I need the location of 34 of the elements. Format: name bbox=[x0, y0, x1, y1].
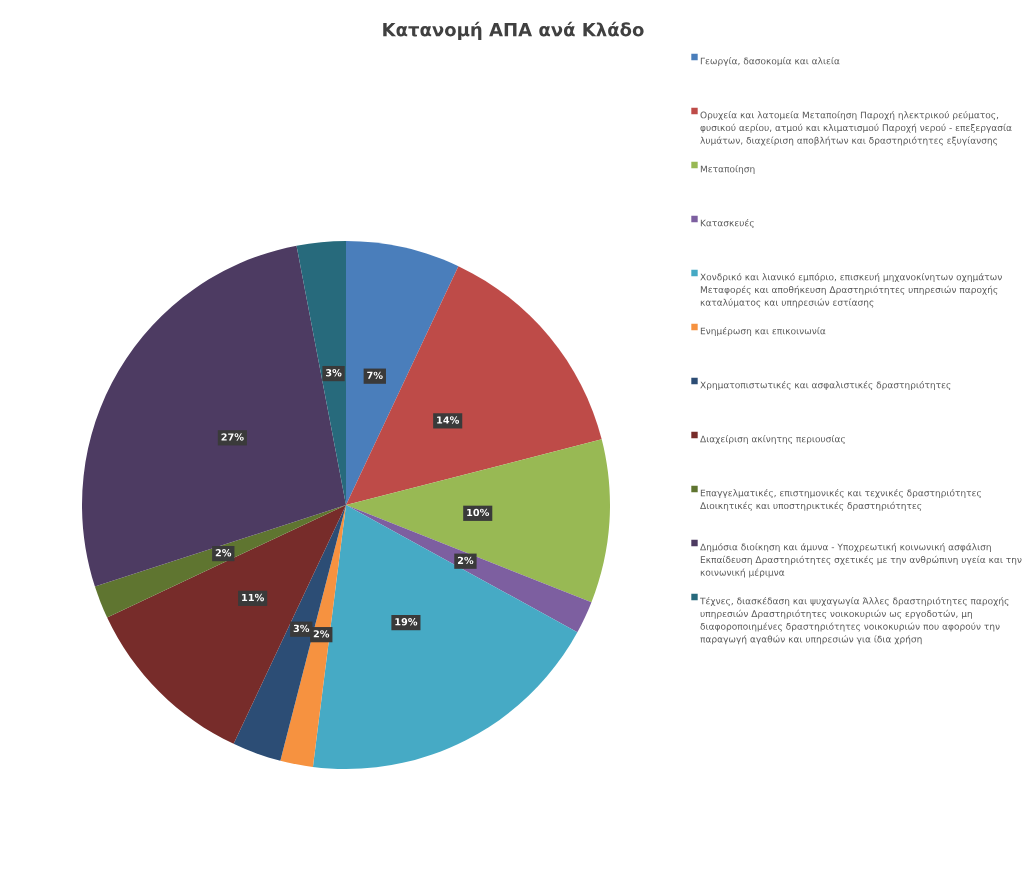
data-label: 3% bbox=[325, 369, 342, 377]
chart-title: Κατανομή ΑΠΑ ανά Κλάδο bbox=[383, 21, 644, 40]
legend-label: Τέχνες, διασκέδαση και ψυχαγωγία Άλλες δραστηριότητες παροχής υπηρεσιών Δραστηριότητες νοικοκυριών ως εργοδοτών, μη διαφοροποιημένες δραστηριότητες νοικοκυριών που αφορούν την παραγωγή αγαθών και υπηρεσιών για ίδια χρήση bbox=[699, 597, 1009, 645]
data-label: 2% bbox=[457, 556, 474, 565]
pie-slice bbox=[107, 505, 346, 744]
pie-slice bbox=[346, 266, 602, 505]
legend-label: Επαγγελματικές, επιστημονικές και τεχνικές δραστηριότητες Διοικητικές και υποστηρικτικές δραστηριότητες bbox=[700, 489, 981, 511]
legend-label: Χρηματοπιστωτικές και ασφαλιστικές δραστηριότητες bbox=[700, 381, 951, 391]
pie-slice bbox=[312, 505, 578, 769]
legend-label: Γεωργία, δασοκομία και αλιεία bbox=[700, 57, 840, 67]
data-label: 7% bbox=[367, 371, 383, 379]
pie-slice bbox=[346, 439, 610, 603]
data-label: 19% bbox=[395, 618, 418, 626]
data-label: 2% bbox=[313, 630, 330, 638]
data-label: 11% bbox=[242, 593, 264, 602]
legend-label: Μεταποίηση bbox=[700, 165, 755, 175]
pie-slice bbox=[82, 245, 346, 587]
data-label: 3% bbox=[293, 624, 310, 633]
legend-label: Κατασκευές bbox=[700, 219, 754, 229]
legend-label: Χονδρικό και λιανικό εμπόριο, επισκευή μηχανοκίνητων οχημάτων Μεταφορές και αποθήκευση Δραστηριότητες υπηρεσιών παροχής καταλύματος και υπηρεσιών εστίασης bbox=[700, 273, 1002, 308]
pie-slice bbox=[280, 505, 346, 767]
pie-slice bbox=[94, 505, 346, 618]
pie-slice bbox=[346, 241, 459, 505]
legend-label: Δημόσια διοίκηση και άμυνα - Υποχρεωτική κοινωνική ασφάλιση Εκπαίδευση Δραστηριότητες σχετικές με την ανθρώπινη υγεία και την κοινωνική μέριμνα bbox=[700, 543, 1022, 578]
data-label: 10% bbox=[467, 508, 490, 517]
legend-label: Ενημέρωση και επικοινωνία bbox=[700, 327, 826, 337]
data-label: 2% bbox=[215, 549, 232, 557]
legend-label: Διαχείριση ακίνητης περιουσίας bbox=[700, 435, 845, 445]
pie-slice bbox=[296, 241, 346, 505]
pie-slice bbox=[346, 505, 592, 633]
legend-label: Ορυχεία και λατομεία Μεταποίηση Παροχή ηλεκτρικού ρεύματος, φυσικού αερίου, ατμού και κλιματισμού Παροχή νερού - επεξεργασία λυμάτων, διαχείριση αποβλήτων και δραστηριότητες εξυγίανσης bbox=[700, 111, 1012, 146]
data-label: 27% bbox=[221, 433, 244, 441]
data-label: 14% bbox=[437, 416, 460, 424]
pie-slice bbox=[233, 505, 346, 761]
